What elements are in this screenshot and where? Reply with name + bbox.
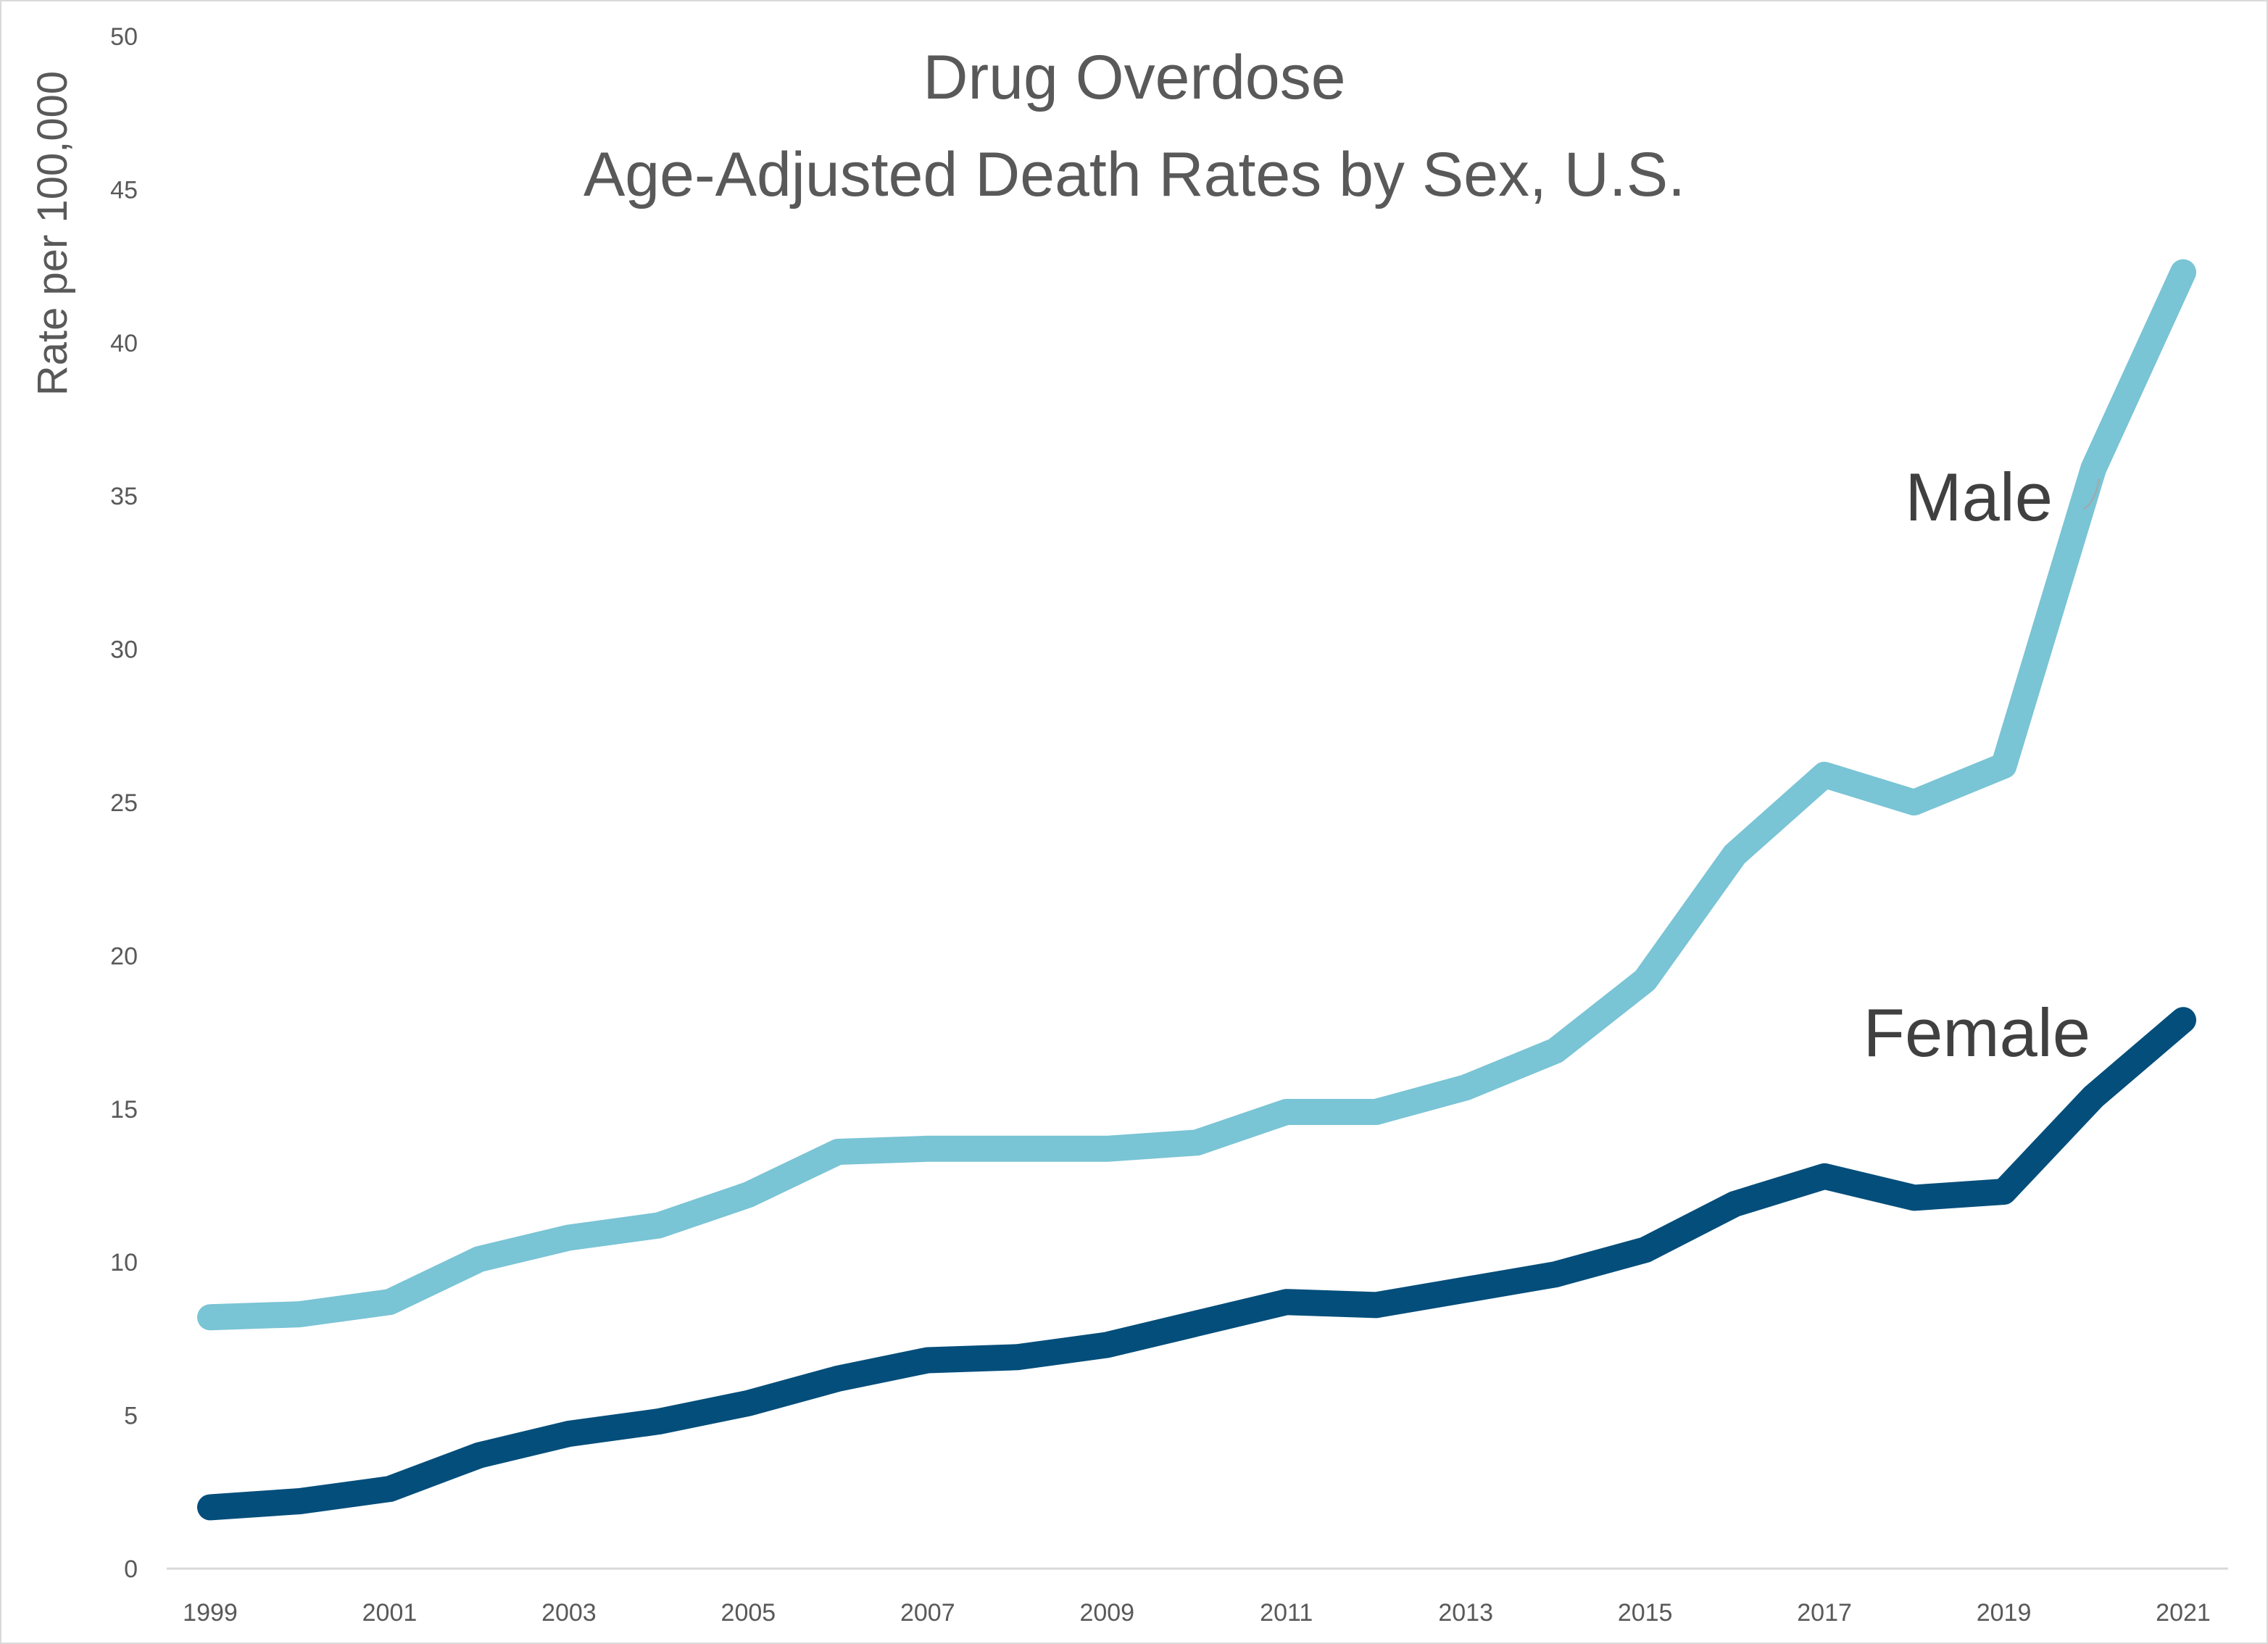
x-tick-label-2003: 2003	[541, 1599, 597, 1627]
x-tick-label-2009: 2009	[1079, 1599, 1134, 1627]
y-tick-label-35: 35	[110, 483, 138, 510]
x-tick-label-2001: 2001	[362, 1599, 418, 1627]
y-axis-ticks: 0 5 10 15 20 25 30 35 40 45 50	[110, 23, 138, 1583]
series-label-male: Male	[1905, 459, 2053, 535]
y-tick-label-40: 40	[110, 330, 138, 357]
chart-title-line-2: Age-Adjusted Death Rates by Sex, U.S.	[583, 140, 1685, 209]
series-lines	[197, 259, 2196, 1521]
x-tick-label-2021: 2021	[2156, 1599, 2211, 1627]
series-label-female: Female	[1864, 995, 2090, 1071]
chart-title-line-1: Drug Overdose	[923, 43, 1345, 112]
y-tick-label-10: 10	[110, 1249, 138, 1276]
y-tick-label-5: 5	[124, 1403, 138, 1430]
y-tick-label-30: 30	[110, 636, 138, 664]
x-axis-ticks: 1999 2001 2003 2005 2007 2009 2011 2013 2015 2017…	[183, 1599, 2211, 1627]
chart-title: Drug Overdose Age-Adjusted Death Rates by…	[583, 43, 1685, 209]
y-tick-label-15: 15	[110, 1096, 138, 1124]
x-tick-label-2019: 2019	[1977, 1599, 2032, 1627]
y-tick-label-0: 0	[124, 1556, 138, 1583]
x-tick-label-1999: 1999	[183, 1599, 238, 1627]
y-axis-label: Rate per 100,000	[29, 71, 76, 396]
male-label-leader-line	[2082, 478, 2101, 510]
y-axis-title: Rate per 100,000	[29, 71, 76, 396]
x-tick-label-2017: 2017	[1797, 1599, 1852, 1627]
x-tick-label-2007: 2007	[900, 1599, 955, 1627]
y-tick-label-50: 50	[110, 23, 138, 51]
x-tick-label-2011: 2011	[1260, 1599, 1313, 1627]
y-tick-label-20: 20	[110, 942, 138, 970]
y-tick-label-25: 25	[110, 789, 138, 817]
series-line-male	[197, 259, 2196, 1331]
x-tick-label-2005: 2005	[721, 1599, 776, 1627]
y-tick-label-45: 45	[110, 176, 138, 204]
x-tick-label-2013: 2013	[1438, 1599, 1493, 1627]
x-tick-label-2015: 2015	[1618, 1599, 1673, 1627]
series-line-female	[197, 1007, 2196, 1521]
series-labels: Male Female	[1864, 459, 2101, 1071]
